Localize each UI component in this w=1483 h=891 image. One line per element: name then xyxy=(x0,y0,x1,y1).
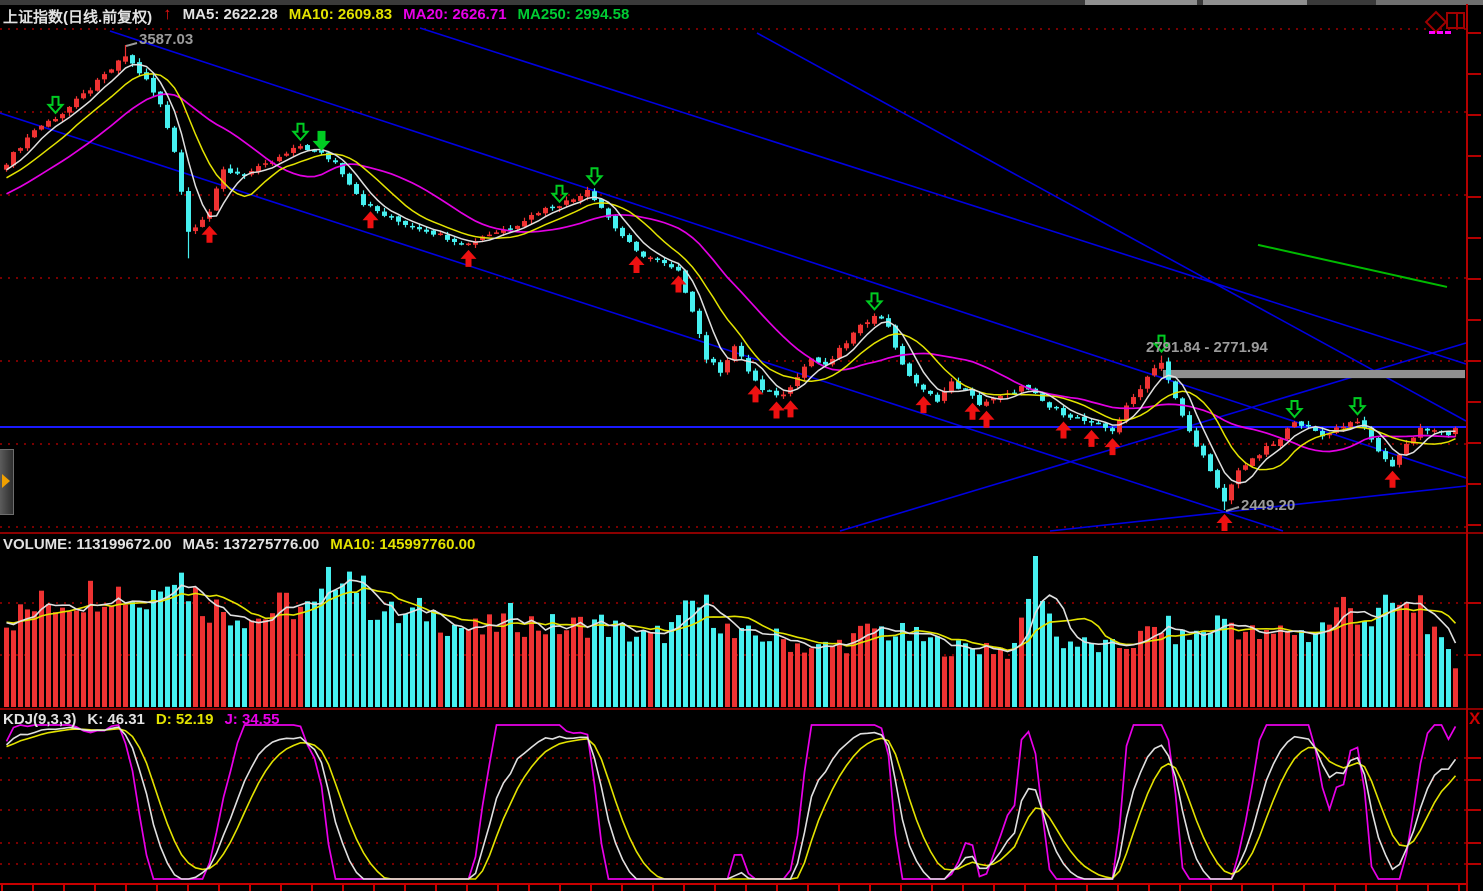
peak-price-label: 3587.03 xyxy=(139,31,194,48)
gap-zone-label: 2791.84 - 2771.94 xyxy=(1146,339,1268,356)
toolbar-tab-segment xyxy=(1203,0,1307,5)
expand-arrow-icon xyxy=(2,474,10,488)
volume-ma10-value: MA10: 145997760.00 xyxy=(330,536,476,553)
volume-ma5-value: MA5: 137275776.00 xyxy=(182,536,320,553)
kdj-d-value: D: 52.19 xyxy=(155,711,214,728)
kdj-j-value: J: 34.55 xyxy=(224,711,280,728)
toolbar-tab-segment xyxy=(1376,0,1483,5)
ma10-value: MA10: 2609.83 xyxy=(288,6,393,23)
low-price-label: 2449.20 xyxy=(1241,497,1296,514)
sidebar-slide-tab[interactable] xyxy=(0,449,14,515)
kdj-panel-header: KDJ(9,3,3) K: 46.31 D: 52.19 J: 34.55 xyxy=(3,711,280,728)
trend-up-arrow-icon: ↑ xyxy=(163,4,172,23)
ma5-value: MA5: 2622.28 xyxy=(182,6,278,23)
split-window-icon[interactable] xyxy=(1446,12,1465,29)
price-panel-header: 上证指数(日线.前复权) ↑ MA5: 2622.28 MA10: 2609.8… xyxy=(3,4,630,27)
kdj-panel-close-button[interactable]: X xyxy=(1469,709,1481,728)
kdj-k-value: K: 46.31 xyxy=(87,711,145,728)
magenta-marker-dash xyxy=(1445,31,1451,34)
split-window-divider xyxy=(1456,14,1459,27)
toolbar-tab-segment xyxy=(1085,0,1197,5)
symbol-title: 上证指数(日线.前复权) xyxy=(3,9,153,26)
ma250-value: MA250: 2994.58 xyxy=(517,6,630,23)
kdj-indicator-name: KDJ(9,3,3) xyxy=(3,711,77,728)
magenta-marker-dash xyxy=(1429,31,1435,34)
ma20-value: MA20: 2626.71 xyxy=(403,6,507,23)
magenta-marker-dash xyxy=(1437,31,1443,34)
volume-panel-header: VOLUME: 113199672.00 MA5: 137275776.00 M… xyxy=(3,536,475,553)
toolbar-remnant xyxy=(0,0,1483,5)
volume-value: VOLUME: 113199672.00 xyxy=(3,536,172,553)
